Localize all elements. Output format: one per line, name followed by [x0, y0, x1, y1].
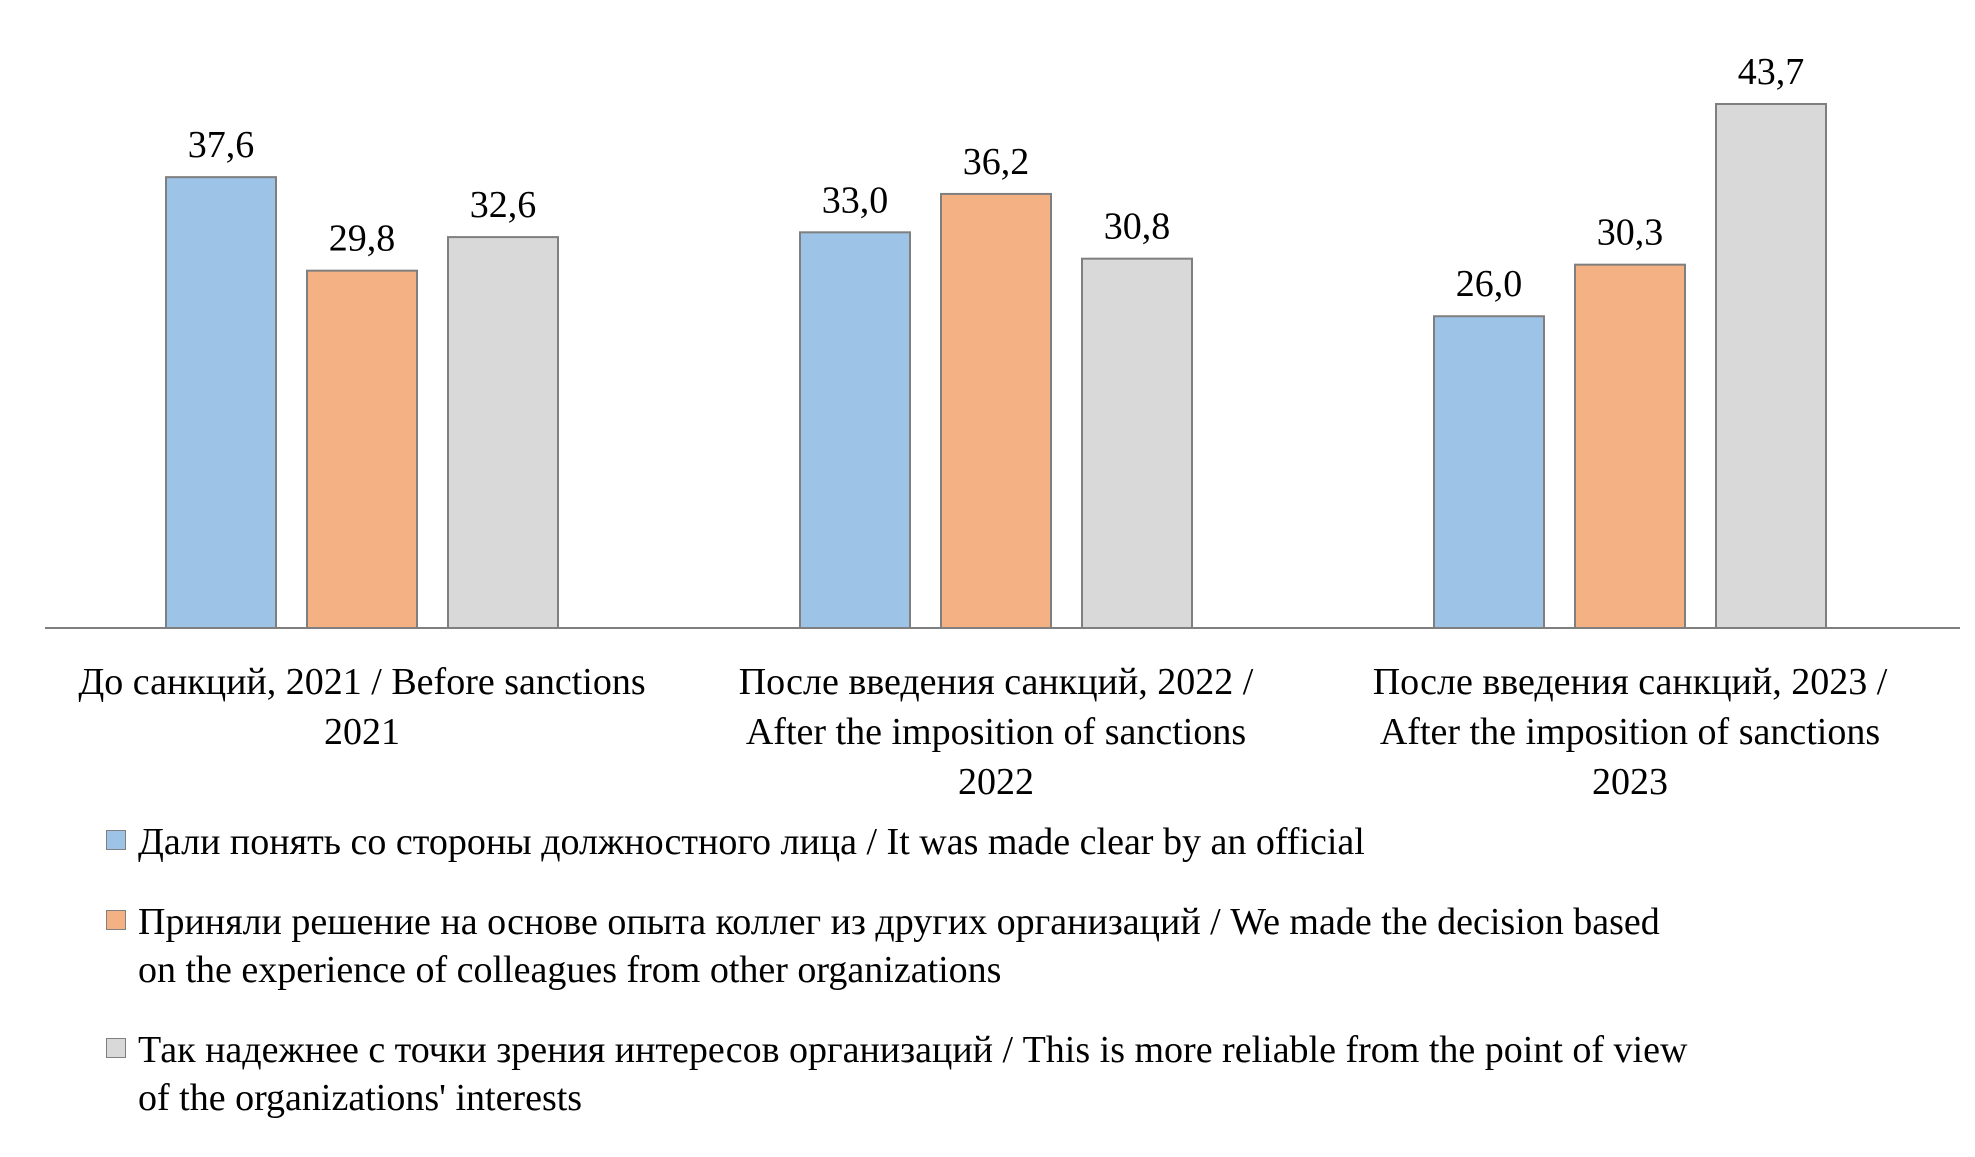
bar-official-2: [799, 231, 911, 629]
bar-reliable-2: [1081, 257, 1193, 629]
bar-colleagues-3: [1574, 263, 1686, 629]
data-label-colleagues-3: 30,3: [1597, 212, 1664, 254]
bar-reliable-3: [1715, 103, 1827, 629]
bar-colleagues-2: [940, 192, 1052, 630]
x-tick-label-2-line-1: После введения санкций, 2022 /: [739, 661, 1254, 703]
x-tick-label-3-line-1: После введения санкций, 2023 /: [1373, 661, 1888, 703]
legend-label-colleagues-line-1: Приняли решение на основе опыта коллег и…: [138, 901, 1660, 943]
legend-item-official: Дали понять со стороны должностного лица…: [100, 818, 1900, 866]
data-label-official-1: 37,6: [188, 124, 255, 166]
legend-swatch-colleagues: [106, 910, 126, 930]
x-tick-label-2-line-2: After the imposition of sanctions: [746, 711, 1246, 753]
legend-item-colleagues: Приняли решение на основе опыта коллег и…: [100, 898, 1900, 994]
legend-label-official-line-1: Дали понять со стороны должностного лица…: [138, 821, 1365, 863]
data-label-reliable-2: 30,8: [1104, 206, 1171, 248]
legend-label-colleagues-line-2: on the experience of colleagues from oth…: [138, 949, 1002, 991]
legend-swatch-reliable: [106, 1038, 126, 1058]
x-tick-label-1-line-2: 2021: [324, 711, 400, 753]
data-label-colleagues-2: 36,2: [963, 141, 1030, 183]
legend-label-reliable-line-2: of the organizations' interests: [138, 1077, 583, 1119]
bar-chart: 37,6 33,0 26,0 29,8 36,2 30,3 32,6 30,8 43,7 До с…: [45, 51, 1960, 803]
legend-swatch-official: [106, 830, 126, 850]
data-label-colleagues-1: 29,8: [329, 218, 396, 260]
bar-official-1: [165, 176, 277, 629]
x-tick-label-3-line-2: After the imposition of sanctions: [1380, 711, 1880, 753]
legend-label-reliable-line-1: Так надежнее с точки зрения интересов ор…: [138, 1029, 1688, 1071]
data-label-reliable-3: 43,7: [1738, 51, 1805, 93]
x-tick-label-1-line-1: До санкций, 2021 / Before sanctions: [78, 661, 645, 703]
data-label-official-2: 33,0: [822, 179, 889, 221]
bar-reliable-1: [447, 236, 559, 630]
legend: Дали понять со стороны должностного лица…: [100, 818, 1900, 1122]
legend-item-reliable: Так надежнее с точки зрения интересов ор…: [100, 1026, 1900, 1122]
bar-colleagues-1: [306, 269, 418, 629]
x-tick-label-2-line-3: 2022: [958, 761, 1034, 803]
data-label-official-3: 26,0: [1456, 263, 1523, 305]
bar-official-3: [1433, 315, 1545, 629]
data-label-reliable-1: 32,6: [470, 184, 537, 226]
x-tick-label-3-line-3: 2023: [1592, 761, 1668, 803]
